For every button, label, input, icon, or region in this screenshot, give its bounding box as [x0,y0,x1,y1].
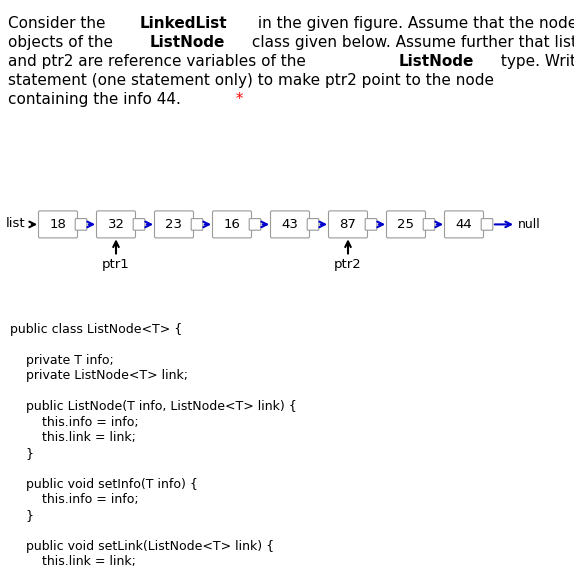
FancyBboxPatch shape [423,219,435,230]
FancyBboxPatch shape [38,211,77,238]
Text: containing the info 44.: containing the info 44. [8,92,181,107]
Text: 44: 44 [456,218,472,231]
FancyBboxPatch shape [444,211,483,238]
Text: objects of the: objects of the [8,35,118,50]
FancyBboxPatch shape [96,211,135,238]
Text: 16: 16 [223,218,241,231]
Text: in the given figure. Assume that the nodes are: in the given figure. Assume that the nod… [253,16,574,31]
FancyBboxPatch shape [307,219,319,230]
Text: 87: 87 [340,218,356,231]
FancyBboxPatch shape [191,219,203,230]
Text: class given below. Assume further that list,: class given below. Assume further that l… [247,35,574,50]
Text: this.link = link;: this.link = link; [10,431,136,444]
Text: }: } [10,447,34,460]
Text: this.link = link;: this.link = link; [10,555,136,568]
Text: private T info;: private T info; [10,353,114,367]
FancyBboxPatch shape [328,211,367,238]
Text: Consider the: Consider the [8,16,110,31]
Text: 23: 23 [165,218,183,231]
FancyBboxPatch shape [212,211,251,238]
Text: public void setInfo(T info) {: public void setInfo(T info) { [10,477,198,490]
FancyBboxPatch shape [154,211,193,238]
Text: public ListNode(T info, ListNode<T> link) {: public ListNode(T info, ListNode<T> link… [10,400,297,413]
Text: 32: 32 [107,218,125,231]
Text: this.info = info;: this.info = info; [10,493,139,506]
Text: and ptr2 are reference variables of the: and ptr2 are reference variables of the [8,54,311,69]
Text: type. Write a: type. Write a [496,54,574,69]
Text: *: * [231,92,243,107]
Text: ptr2: ptr2 [334,259,362,271]
Text: LinkedList: LinkedList [140,16,228,31]
FancyBboxPatch shape [133,219,145,230]
Text: this.info = info;: this.info = info; [10,416,139,429]
Text: ptr1: ptr1 [102,259,130,271]
Text: 43: 43 [282,218,298,231]
Text: public void setLink(ListNode<T> link) {: public void setLink(ListNode<T> link) { [10,540,274,553]
FancyBboxPatch shape [270,211,309,238]
Text: 25: 25 [398,218,414,231]
FancyBboxPatch shape [481,219,493,230]
Text: null: null [518,218,541,231]
Text: list: list [6,217,26,230]
Text: }: } [10,509,34,522]
FancyBboxPatch shape [249,219,261,230]
Text: 18: 18 [49,218,67,231]
Text: public class ListNode<T> {: public class ListNode<T> { [10,323,183,336]
FancyBboxPatch shape [365,219,377,230]
FancyBboxPatch shape [386,211,425,238]
Text: ListNode: ListNode [150,35,225,50]
Text: statement (one statement only) to make ptr2 point to the node: statement (one statement only) to make p… [8,73,494,88]
FancyBboxPatch shape [75,219,87,230]
Text: ListNode: ListNode [399,54,474,69]
Text: private ListNode<T> link;: private ListNode<T> link; [10,369,188,382]
